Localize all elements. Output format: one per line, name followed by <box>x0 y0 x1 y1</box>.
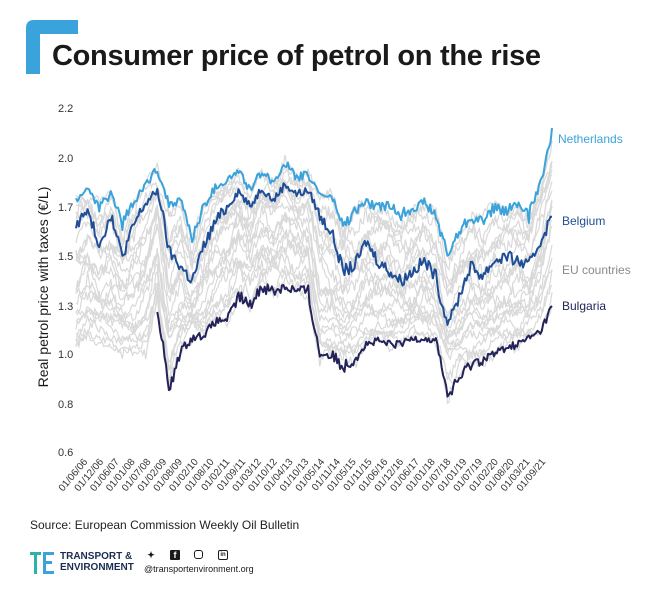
eu-country-line <box>75 140 553 261</box>
y-tick-label: 1.7 <box>58 202 73 214</box>
facebook-icon[interactable]: f <box>170 550 180 560</box>
eu-country-line <box>75 205 553 327</box>
y-axis-label: Real petrol price with taxes (€/L) <box>35 187 51 388</box>
twitter-icon[interactable]: ✦ <box>147 550 155 560</box>
x-tick-labels: 01/06/0601/12/0601/06/0701/01/0801/07/08… <box>57 457 549 494</box>
eu-country-line <box>75 225 553 345</box>
y-tick-label: 1.3 <box>58 301 73 313</box>
series-line-bulgaria <box>156 283 553 398</box>
page-title: Consumer price of petrol on the rise <box>52 40 541 72</box>
series-line-belgium <box>75 182 552 326</box>
te-logo-icon <box>30 552 54 574</box>
country-lines <box>75 127 553 398</box>
brand-name: TRANSPORT & ENVIRONMENT <box>60 551 134 573</box>
website-handle[interactable]: @transportenvironment.org <box>144 564 254 574</box>
linkedin-icon[interactable]: in <box>218 550 228 560</box>
brand-line1: TRANSPORT & <box>60 551 133 562</box>
eu-country-line <box>75 229 553 351</box>
y-tick-labels: 2.2 2.0 1.7 1.5 1.3 1.0 0.8 0.6 <box>58 103 73 459</box>
source-note: Source: European Commission Weekly Oil B… <box>30 518 300 532</box>
series-line-netherlands <box>75 127 553 257</box>
y-tick-label: 1.0 <box>58 349 73 361</box>
series-label-eu-countries: EU countries <box>562 263 631 277</box>
eu-country-line <box>75 169 553 298</box>
y-tick-label: 1.5 <box>58 251 73 263</box>
y-tick-label: 0.6 <box>58 447 73 459</box>
y-tick-label: 2.2 <box>58 103 73 115</box>
series-labels: Netherlands Belgium EU countries Bulgaria <box>558 132 631 313</box>
eu-country-line <box>75 199 553 329</box>
eu-country-line <box>75 205 553 335</box>
series-label-belgium: Belgium <box>562 214 605 228</box>
series-label-netherlands: Netherlands <box>558 132 623 146</box>
y-tick-label: 2.0 <box>58 153 73 165</box>
instagram-icon[interactable] <box>194 550 203 559</box>
brand-line2: ENVIRONMENT <box>60 562 134 573</box>
y-tick-label: 0.8 <box>58 399 73 411</box>
series-label-bulgaria: Bulgaria <box>562 299 606 313</box>
brand-corner-icon <box>26 20 78 74</box>
